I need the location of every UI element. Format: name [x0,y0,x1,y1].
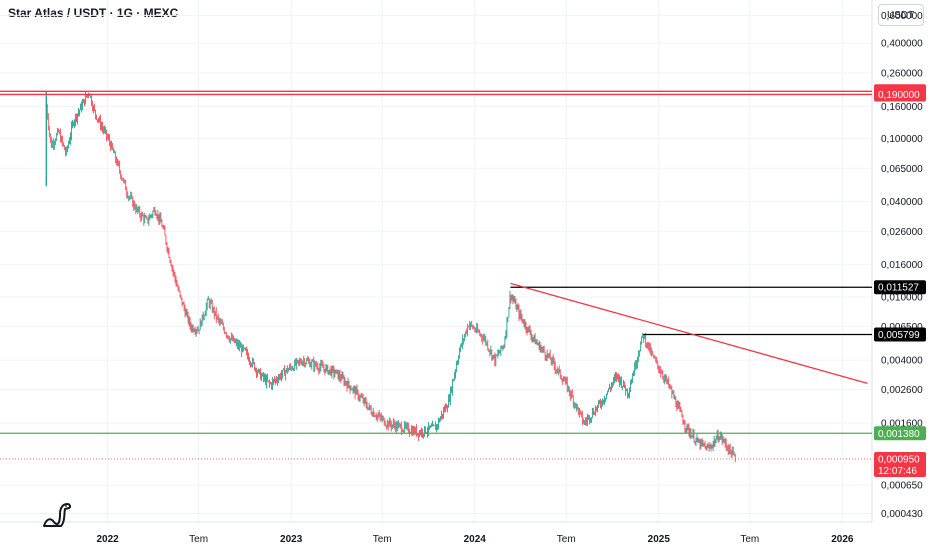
price-labels: 0,1989000,1900000,0013800,0115270,005799… [874,84,926,477]
time-axis[interactable]: 2022 Tem 2023 Tem 2024 Tem 2025 Tem 2026 [96,534,853,545]
x-tick-label: 2024 [464,534,487,545]
candles [45,90,736,463]
y-tick-label: 0,600000 [881,11,923,22]
y-tick-label: 0,260000 [881,68,923,79]
x-tick-label: 2026 [831,534,854,545]
price-label: 0,001380 [878,429,920,440]
x-tick-label: Tem [557,534,576,545]
currency-button[interactable]: USDT [878,4,924,26]
countdown-label: 12:07:46 [878,466,917,477]
price-label-bg [874,87,926,102]
drawings [0,90,872,460]
y-tick-label: 0,160000 [881,102,923,113]
chart-title: Star Atlas / USDT · 1G · MEXC [8,6,179,20]
price-label: 0,011527 [878,283,919,294]
x-tick-label: Tem [189,534,208,545]
grid-lines [0,0,873,523]
y-tick-label: 0,400000 [881,39,923,50]
y-tick-label: 0,026000 [881,227,923,238]
current-price-label: 0,000950 [878,454,920,465]
x-tick-label: 2022 [96,534,119,545]
price-label: 0,005799 [878,330,920,341]
tradingview-logo[interactable] [40,500,74,530]
current-price-label-bg [874,451,926,477]
price-label-bg [874,426,926,441]
x-tick-label: 2023 [280,534,303,545]
y-tick-label: 0,004000 [881,356,923,367]
y-tick-label: 0,000430 [881,509,923,520]
x-tick-label: Tem [740,534,759,545]
price-label-bg [874,280,926,295]
y-tick-label: 0,002600 [881,385,923,396]
y-tick-label: 0,010000 [881,293,923,304]
y-tick-label: 0,000650 [881,481,923,492]
y-tick-label: 0,016000 [881,260,923,271]
y-tick-label: 0,100000 [881,134,923,145]
y-tick-label: 0,040000 [881,197,923,208]
x-tick-label: 2025 [648,534,671,545]
y-tick-label: 0,001600 [881,419,923,430]
price-label-bg [874,327,926,342]
trend-line [510,282,868,385]
price-label: 0,190000 [878,90,920,101]
y-tick-label: 0,065000 [881,164,923,175]
x-tick-label: Tem [373,534,392,545]
